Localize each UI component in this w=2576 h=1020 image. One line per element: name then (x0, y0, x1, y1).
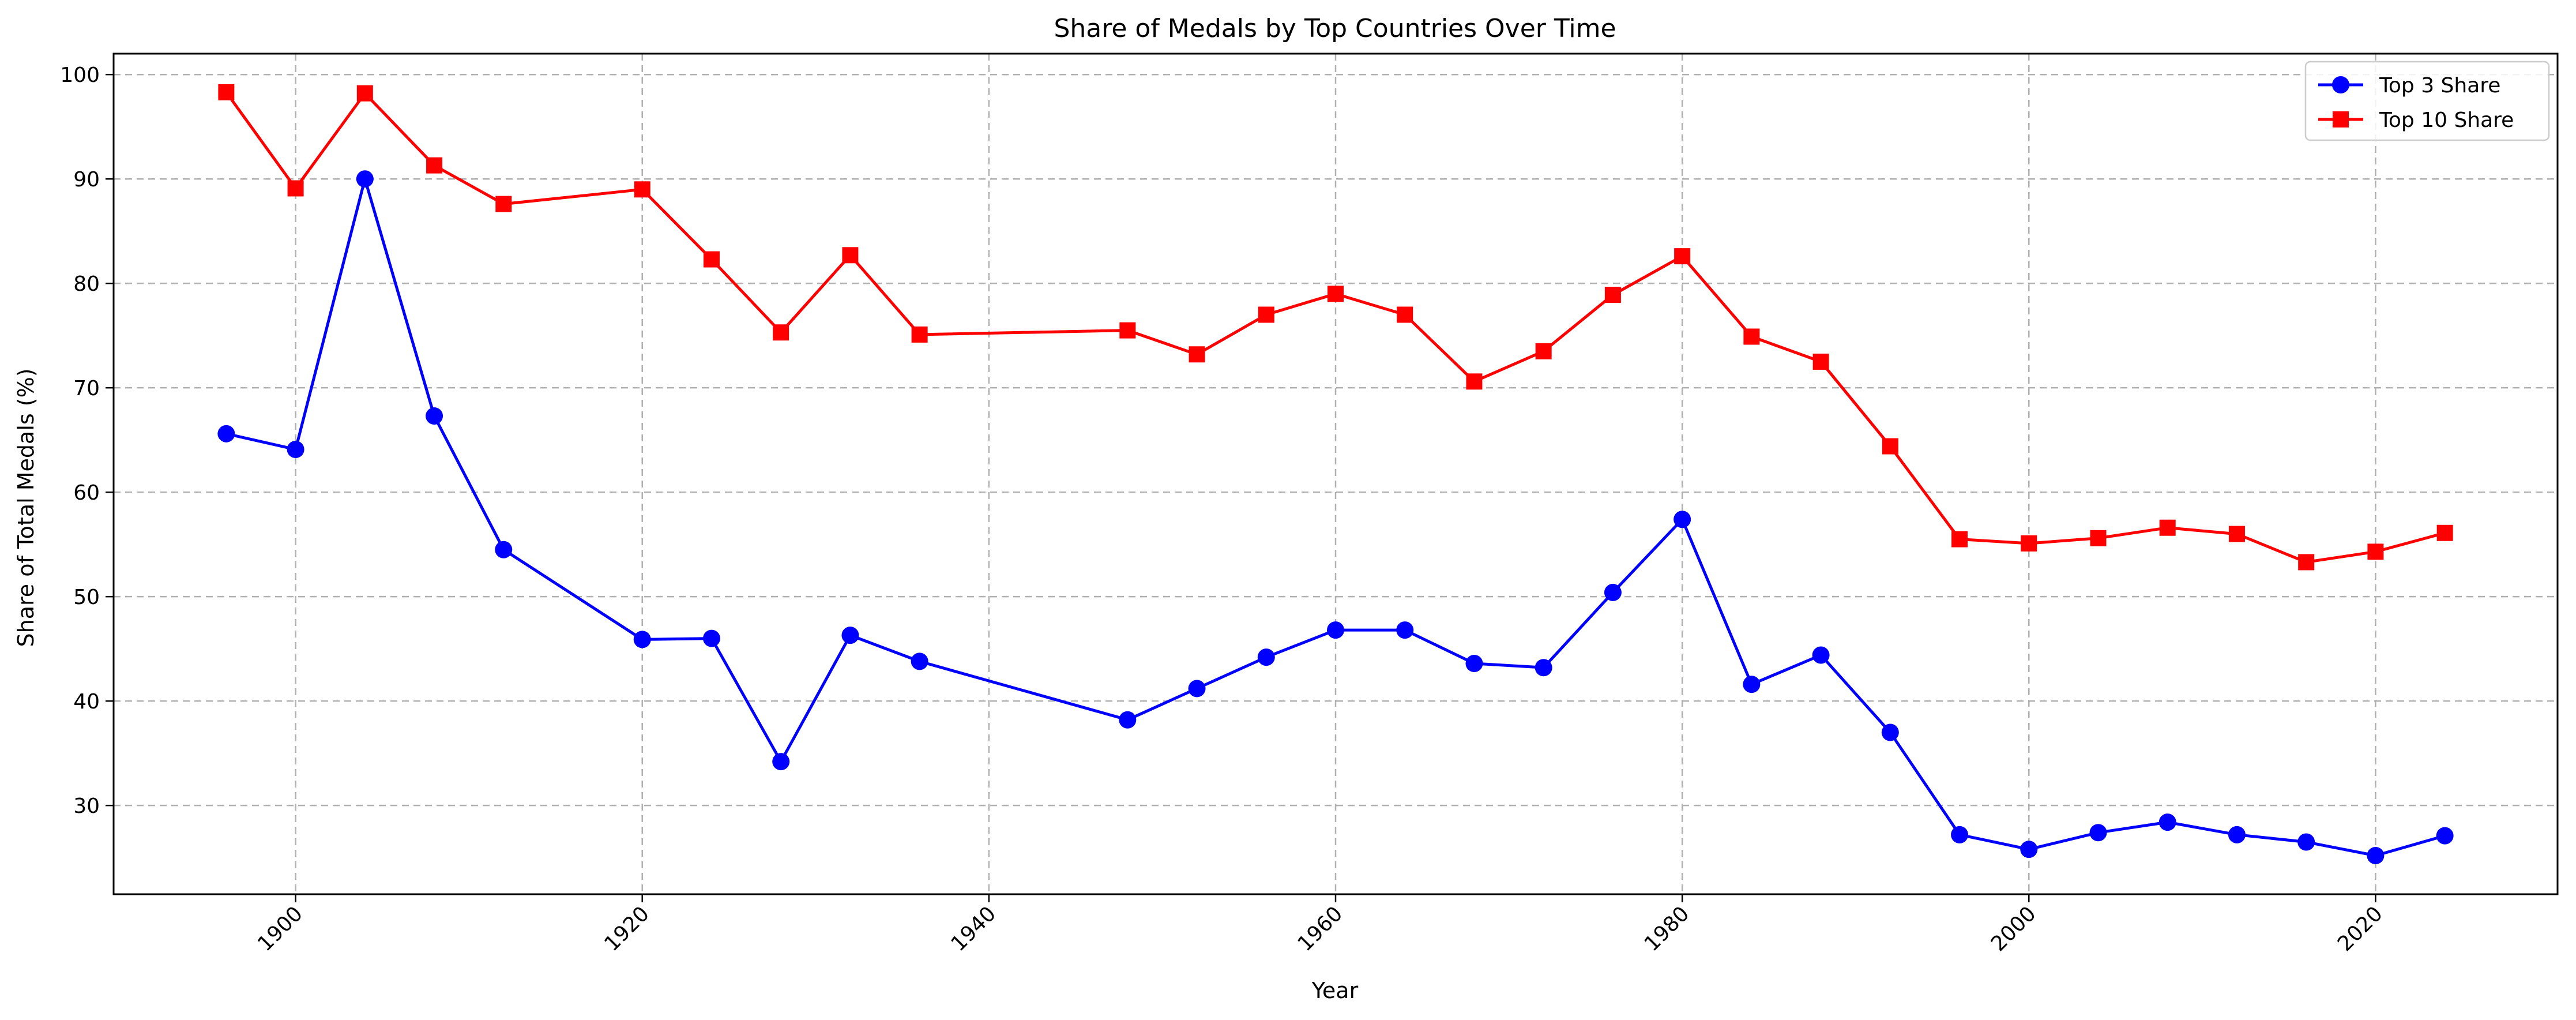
data-point-top-3-share (2228, 826, 2246, 843)
data-point-top-3-share (1327, 621, 1344, 639)
data-point-top-10-share (1812, 353, 1829, 370)
data-point-top-10-share (634, 181, 650, 198)
data-point-top-3-share (356, 170, 374, 188)
data-point-top-3-share (1119, 711, 1137, 729)
grid-lines (114, 54, 2558, 894)
y-axis-label: Share of Total Medals (%) (13, 368, 39, 647)
series-top-3-share (217, 170, 2454, 865)
data-point-top-10-share (1258, 306, 1274, 323)
data-point-top-10-share (1535, 343, 1552, 359)
data-point-top-10-share (1674, 248, 1691, 265)
legend-marker (2333, 111, 2349, 127)
data-point-top-10-share (2090, 530, 2107, 546)
y-tick-label: 40 (73, 690, 100, 714)
x-tick-label: 1940 (946, 902, 1001, 956)
data-point-top-3-share (2367, 847, 2385, 865)
y-tick-label: 30 (73, 794, 100, 818)
data-point-top-3-share (1743, 676, 1761, 693)
data-point-top-10-share (773, 324, 789, 341)
data-point-top-3-share (772, 753, 790, 771)
data-point-top-3-share (1951, 826, 1969, 843)
data-point-top-3-share (1674, 511, 1691, 528)
data-point-top-3-share (1604, 583, 1622, 601)
data-point-top-10-share (1189, 346, 1205, 363)
data-point-top-10-share (1397, 306, 1413, 323)
data-point-top-10-share (2159, 519, 2176, 536)
data-point-top-10-share (1604, 287, 1621, 303)
data-point-top-3-share (1465, 655, 1483, 673)
data-point-top-10-share (2021, 535, 2037, 552)
legend: Top 3 Share Top 10 Share (2304, 61, 2550, 141)
y-tick-label: 100 (60, 63, 100, 87)
data-point-top-10-share (1119, 322, 1136, 339)
legend-box (2304, 61, 2550, 141)
data-point-top-3-share (1535, 659, 1552, 677)
chart-title: Share of Medals by Top Countries Over Ti… (1054, 14, 1616, 43)
data-point-top-3-share (2089, 824, 2107, 842)
data-point-top-3-share (2020, 841, 2038, 858)
data-point-top-3-share (702, 629, 720, 647)
data-point-top-10-share (911, 326, 928, 343)
data-point-top-3-share (495, 541, 513, 558)
data-point-top-10-share (842, 247, 859, 264)
legend-label: Top 10 Share (2379, 108, 2514, 132)
data-point-top-3-share (1257, 648, 1275, 666)
data-point-top-10-share (1951, 531, 1968, 548)
series-layer (217, 84, 2454, 865)
data-point-top-3-share (841, 627, 859, 644)
data-point-top-10-share (287, 180, 304, 197)
data-point-top-10-share (703, 251, 720, 268)
data-point-top-10-share (2367, 543, 2384, 560)
data-point-top-10-share (2298, 554, 2315, 571)
data-point-top-3-share (426, 407, 443, 425)
series-top-10-share (218, 84, 2453, 571)
data-point-top-10-share (2436, 524, 2453, 541)
x-tick-label: 1960 (1293, 902, 1348, 956)
data-point-top-3-share (1396, 621, 1414, 639)
legend-entry: Top 3 Share (2318, 74, 2500, 97)
data-point-top-10-share (1882, 438, 1898, 455)
x-tick-label: 2020 (2333, 902, 2387, 956)
data-point-top-3-share (2436, 827, 2454, 845)
data-point-top-10-share (218, 84, 235, 100)
data-point-top-3-share (1188, 680, 1206, 697)
data-point-top-10-share (1328, 286, 1344, 302)
data-point-top-3-share (633, 631, 651, 648)
data-point-top-10-share (1743, 328, 1760, 345)
y-tick-label: 80 (73, 272, 100, 296)
y-tick-label: 90 (73, 168, 100, 192)
data-point-top-3-share (217, 425, 235, 442)
x-tick-label: 1900 (253, 902, 307, 956)
data-point-top-3-share (2158, 813, 2176, 831)
x-tick-label: 1920 (600, 902, 654, 956)
data-point-top-3-share (287, 440, 304, 458)
data-point-top-3-share (911, 652, 928, 670)
data-point-top-10-share (2228, 526, 2245, 542)
legend-label: Top 3 Share (2379, 74, 2500, 97)
series-line-top-10-share (225, 91, 2446, 564)
y-tick-label: 60 (73, 481, 100, 505)
axis-ticks: 1900 1920 1940 1960 1980 2000 2020 30 40 50 60 70 80… (60, 63, 2387, 956)
data-point-top-3-share (1812, 646, 1830, 664)
x-axis-label: Year (1311, 978, 1359, 1003)
y-tick-label: 50 (73, 586, 100, 609)
series-line-top-3-share (225, 177, 2446, 857)
data-point-top-10-share (495, 196, 512, 212)
data-point-top-3-share (1881, 723, 1899, 741)
y-tick-label: 70 (73, 377, 100, 400)
data-point-top-3-share (2297, 833, 2315, 851)
x-tick-label: 2000 (1987, 902, 2041, 956)
data-point-top-10-share (356, 85, 373, 102)
data-point-top-10-share (426, 157, 443, 174)
data-point-top-10-share (1466, 373, 1483, 390)
x-tick-label: 1980 (1640, 902, 1694, 956)
legend-entry: Top 10 Share (2318, 108, 2514, 132)
legend-marker (2332, 76, 2349, 93)
